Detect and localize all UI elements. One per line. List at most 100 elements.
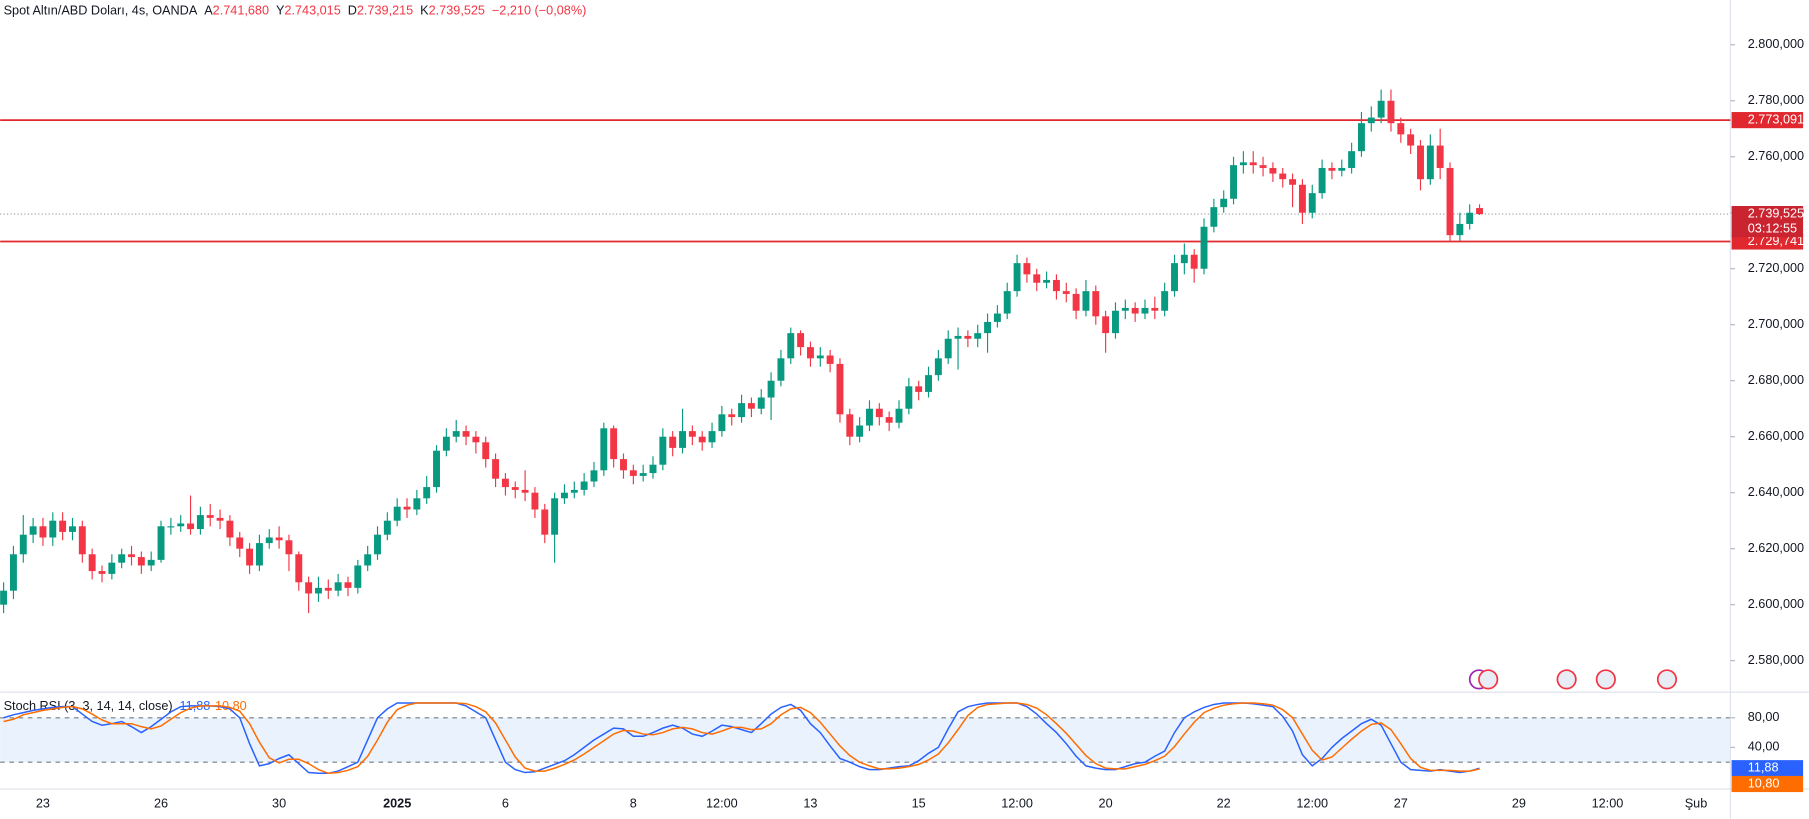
level-label-box [1731, 112, 1804, 129]
candle-body [620, 459, 627, 471]
last-price-box [1731, 206, 1804, 238]
candle-body [9, 554, 17, 591]
candle-body [1171, 263, 1178, 292]
x-tick-label: Şub [1685, 796, 1708, 810]
candle-body [1112, 310, 1119, 334]
candle-body [885, 417, 893, 423]
event-icon[interactable] [1595, 669, 1616, 690]
candle-body [905, 386, 913, 409]
candle-body [1269, 167, 1277, 174]
stoch-value-label: 11,88 [1748, 761, 1779, 775]
candle-body [846, 414, 854, 437]
candle-body [718, 414, 726, 432]
x-tick-label: 27 [1394, 796, 1408, 810]
candle-body [393, 506, 401, 521]
x-tick-label: 29 [1512, 796, 1526, 810]
candle-body [521, 489, 529, 493]
candle-body [934, 358, 942, 376]
candle-body [797, 333, 805, 348]
candle-body [275, 537, 283, 541]
x-tick-label: 2025 [383, 796, 411, 810]
stoch-y-tick-label: 40,00 [1748, 740, 1780, 754]
candle-body [59, 520, 67, 532]
candle-body [757, 397, 765, 409]
candle-body [334, 582, 342, 591]
candle-body [1082, 291, 1090, 311]
candle-body [118, 554, 126, 563]
candle-body [1141, 307, 1149, 314]
candle-body [1328, 167, 1336, 171]
event-icons[interactable] [1468, 669, 1678, 690]
candle-body [1318, 167, 1326, 194]
readout-change: −2,210 (−0,08%) [492, 4, 586, 18]
candle-body [98, 571, 106, 574]
candle-body [590, 470, 598, 482]
symbol-title: Spot Altın/ABD Doları, 4s, OANDA [4, 4, 198, 18]
candle-body [295, 554, 303, 583]
candle-body [944, 338, 952, 359]
x-tick-label: 8 [630, 796, 637, 810]
x-tick-label: 30 [272, 796, 286, 810]
candle-body [1377, 100, 1385, 118]
candle-body [600, 428, 608, 471]
candle-body [984, 321, 992, 334]
candle-body [1348, 151, 1356, 168]
candle-body [915, 386, 923, 392]
candle-body [836, 363, 844, 415]
candle-body [472, 436, 480, 443]
stoch-y-tick-label: 80,00 [1748, 710, 1780, 724]
candle-body [1466, 212, 1474, 224]
candle-body [895, 408, 903, 423]
candle-body [708, 431, 716, 443]
candle-body [226, 520, 234, 538]
event-icon[interactable] [1478, 669, 1499, 690]
candle-body [374, 534, 381, 555]
candle-body [315, 587, 322, 594]
candle-body [285, 540, 293, 555]
candle-body [501, 478, 509, 488]
y-tick-label: 2.640,000 [1748, 485, 1804, 499]
last-price-label: 2.739,525 [1748, 206, 1804, 220]
candle-body [738, 403, 746, 418]
candle-body [1357, 123, 1365, 152]
candle-body [1033, 274, 1041, 283]
stoch-band [0, 717, 1731, 763]
candle-body [128, 554, 135, 558]
candle-body [767, 380, 775, 398]
readout-value: 2.739,215 [357, 4, 413, 18]
x-tick-label: 13 [803, 796, 817, 810]
candle-body [925, 375, 932, 392]
candle-body [1436, 145, 1444, 168]
candle-body [551, 498, 559, 535]
candle-body [1308, 193, 1316, 213]
x-tick-label: 12:00 [706, 796, 738, 810]
candle-body [1003, 291, 1011, 314]
event-icon[interactable] [1556, 669, 1577, 690]
candle-body [826, 355, 834, 364]
candle-body [482, 442, 490, 460]
candle-body [1298, 184, 1306, 213]
candle-body [1161, 291, 1169, 311]
candle-body [433, 450, 441, 488]
candle-body [659, 436, 667, 465]
candle-body [1131, 307, 1139, 314]
candle-body [993, 313, 1001, 322]
candle-body [69, 526, 76, 532]
y-tick-label: 2.720,000 [1748, 261, 1804, 275]
x-tick-label: 20 [1099, 796, 1113, 810]
x-tick-label: 12:00 [1592, 796, 1624, 810]
candle-body [1052, 279, 1060, 292]
candle-body [974, 333, 982, 339]
candle-body [1210, 207, 1218, 227]
y-tick-label: 2.680,000 [1748, 373, 1804, 387]
stoch-value-label: 10,80 [1748, 776, 1780, 790]
candle-body [49, 520, 57, 538]
candle-body [629, 470, 637, 476]
candle-body [1072, 293, 1080, 311]
event-icon[interactable] [1656, 669, 1678, 690]
candle-body [29, 526, 37, 535]
candle-body [1220, 198, 1228, 208]
candle-body [541, 509, 549, 535]
candle-body [610, 428, 618, 460]
candle-body [1102, 316, 1110, 334]
